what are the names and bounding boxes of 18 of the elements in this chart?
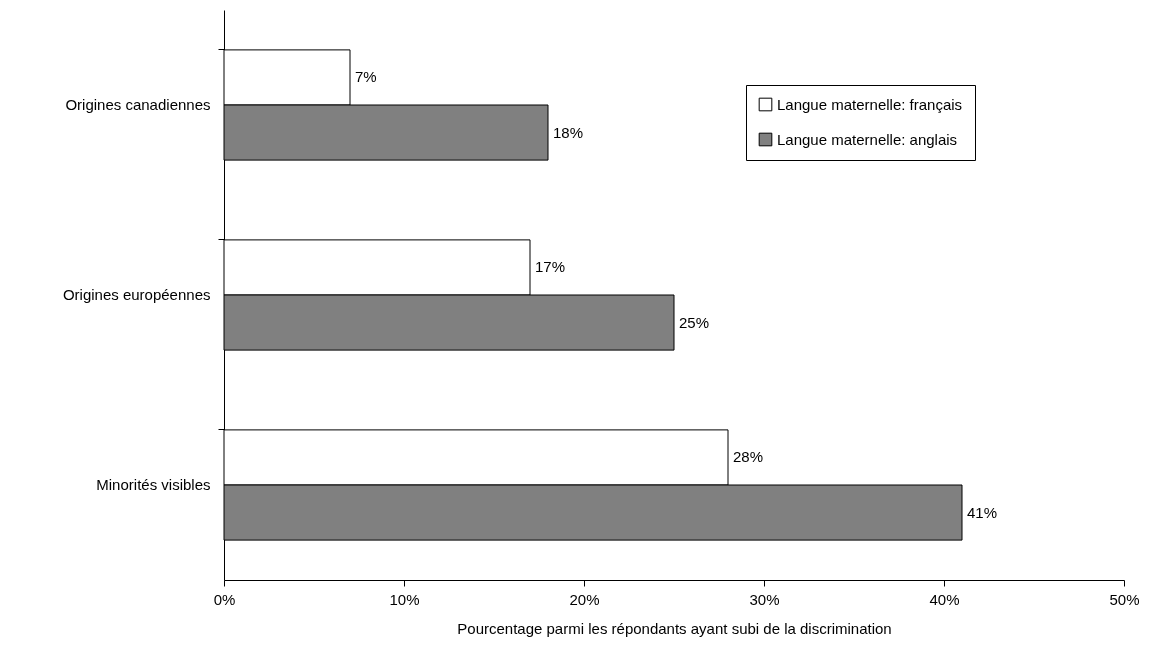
- y-tick-label: Origines canadiennes: [65, 96, 211, 113]
- y-tick-label: Origines européennes: [62, 286, 211, 303]
- data-label: 18%: [553, 123, 584, 141]
- data-label: 25%: [679, 313, 710, 331]
- x-tick-label: 40%: [929, 590, 960, 608]
- legend-label: Langue maternelle: anglais: [777, 130, 958, 148]
- x-tick-label: 50%: [1109, 590, 1140, 608]
- data-label: 41%: [967, 503, 998, 521]
- data-label: 7%: [355, 68, 377, 86]
- x-tick-label: 20%: [569, 590, 600, 608]
- x-tick-label: 0%: [213, 590, 236, 608]
- data-label: 17%: [535, 258, 566, 276]
- legend-label: Langue maternelle: français: [777, 95, 963, 113]
- x-tick-label: 30%: [749, 590, 780, 608]
- y-tick-label: Minorités visibles: [96, 476, 211, 493]
- x-tick-label: 10%: [389, 590, 420, 608]
- data-label: 28%: [733, 448, 764, 466]
- x-axis-title: Pourcentage parmi les répondants ayant subi de la discrimination: [457, 619, 892, 637]
